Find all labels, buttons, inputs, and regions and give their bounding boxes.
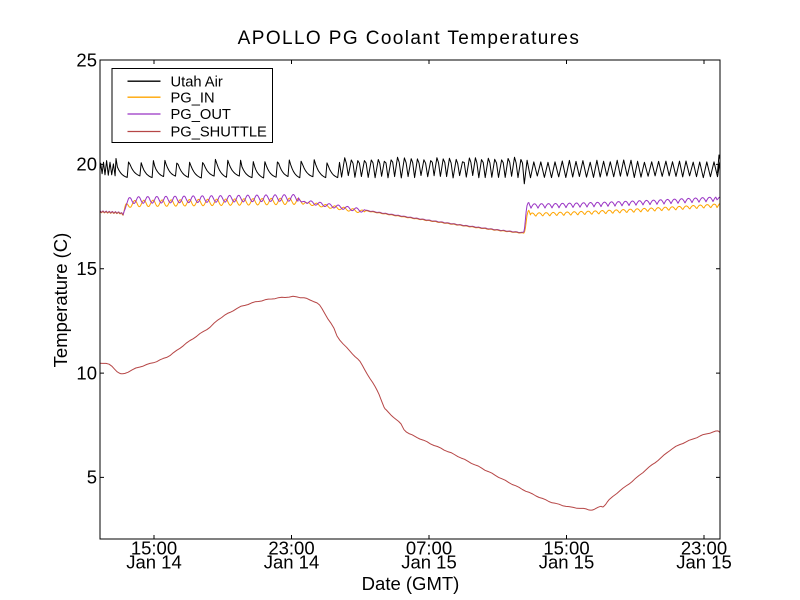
- svg-text:Jan 15: Jan 15: [401, 552, 457, 573]
- svg-text:Jan 15: Jan 15: [676, 552, 732, 573]
- svg-text:25: 25: [76, 49, 97, 70]
- svg-text:PG_IN: PG_IN: [171, 91, 215, 107]
- svg-text:15: 15: [76, 258, 97, 279]
- svg-text:5: 5: [87, 467, 97, 488]
- svg-text:Jan 14: Jan 14: [264, 552, 320, 573]
- svg-text:Date (GMT): Date (GMT): [362, 573, 460, 594]
- svg-text:Jan 15: Jan 15: [539, 552, 595, 573]
- svg-text:07:00: 07:00: [406, 538, 452, 559]
- svg-text:APOLLO PG Coolant Temperatures: APOLLO PG Coolant Temperatures: [238, 28, 581, 49]
- svg-text:23:00: 23:00: [681, 538, 727, 559]
- svg-text:15:00: 15:00: [543, 538, 589, 559]
- svg-text:PG_SHUTTLE: PG_SHUTTLE: [171, 125, 268, 141]
- svg-text:23:00: 23:00: [268, 538, 314, 559]
- svg-text:10: 10: [76, 362, 97, 383]
- svg-text:Jan 14: Jan 14: [126, 552, 182, 573]
- svg-text:15:00: 15:00: [131, 538, 177, 559]
- svg-text:Temperature (C): Temperature (C): [50, 233, 71, 368]
- svg-text:Utah Air: Utah Air: [171, 75, 223, 91]
- svg-text:20: 20: [76, 154, 97, 175]
- svg-text:PG_OUT: PG_OUT: [171, 107, 231, 123]
